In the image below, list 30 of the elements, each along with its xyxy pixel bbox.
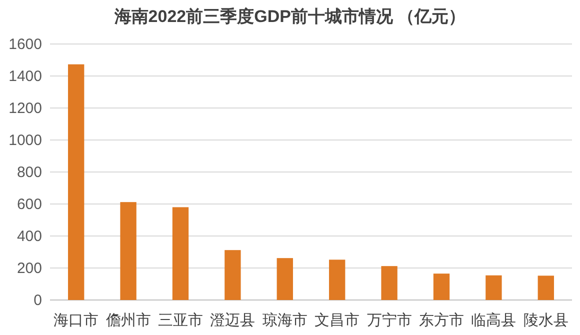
bar	[120, 202, 136, 300]
y-tick-label: 1400	[8, 68, 42, 85]
bar	[538, 276, 554, 300]
x-tick-label: 陵水县	[523, 312, 568, 329]
bar	[172, 207, 189, 300]
x-tick-label: 澄迈县	[210, 312, 256, 329]
x-tick-label: 三亚市	[158, 312, 203, 329]
x-tick-label: 琼海市	[262, 312, 308, 329]
y-tick-label: 1200	[8, 100, 42, 117]
y-tick-label: 0	[34, 292, 42, 309]
y-tick-label: 600	[16, 196, 42, 213]
bar	[381, 266, 398, 300]
y-tick-label: 800	[16, 164, 42, 181]
bar	[433, 274, 450, 300]
bar	[486, 275, 502, 300]
x-tick-label: 文昌市	[314, 312, 360, 329]
y-tick-label: 200	[16, 260, 42, 277]
bar	[68, 64, 84, 300]
bar	[276, 258, 293, 300]
x-tick-label: 东方市	[419, 312, 464, 329]
x-tick-label: 临高县	[471, 312, 516, 329]
x-tick-label: 儋州市	[106, 312, 151, 329]
y-tick-label: 400	[16, 228, 42, 245]
y-tick-label: 1600	[8, 36, 42, 53]
bar	[329, 260, 346, 300]
chart-title: 海南2022前三季度GDP前十城市情况 （亿元）	[113, 7, 466, 26]
x-tick-label: 万宁市	[366, 312, 412, 329]
x-tick-label: 海口市	[54, 312, 99, 329]
bar	[224, 250, 241, 300]
y-tick-label: 1000	[8, 132, 42, 149]
